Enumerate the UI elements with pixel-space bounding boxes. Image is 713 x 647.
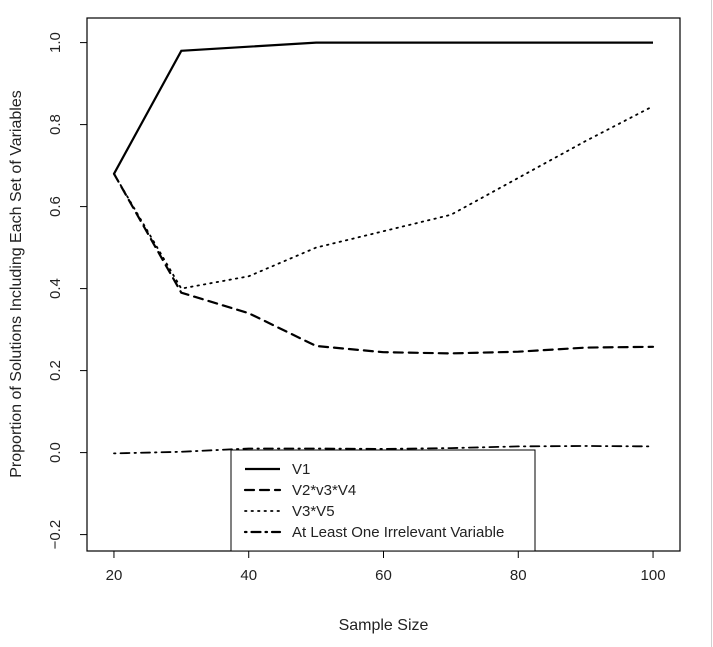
series-line-2 [112, 172, 655, 355]
series-lines [112, 41, 655, 455]
legend: V1 V2*v3*V4 V3*V5 At Least One Irrelevant V… [230, 449, 536, 552]
ticks: 20 40 60 80 100 −0.2 0.0 0.2 0.4 0.6 0.8 1.0 [47, 32, 666, 584]
x-tick-label: 80 [510, 567, 527, 584]
y-tick-label: 0.6 [47, 196, 64, 217]
y-tick-label: −0.2 [47, 520, 64, 550]
x-tick-label: 40 [240, 567, 257, 584]
x-tick-label: 60 [375, 567, 392, 584]
x-tick-label: 100 [641, 567, 666, 584]
legend-box [230, 449, 536, 552]
y-tick-label: 0.8 [47, 114, 64, 135]
series-line-3 [113, 105, 654, 290]
series-line-4 [113, 445, 654, 455]
y-tick-label: 0.4 [47, 278, 64, 299]
legend-label-3: V3*V5 [292, 503, 335, 520]
y-tick-label: 1.0 [47, 32, 64, 53]
y-axis-title: Proportion of Solutions Including Each S… [8, 90, 25, 478]
y-tick-label: 0.0 [47, 442, 64, 463]
legend-label-2: V2*v3*V4 [292, 482, 356, 499]
legend-label-4: At Least One Irrelevant Variable [292, 524, 504, 541]
x-axis-title: Sample Size [339, 617, 429, 634]
series-line-1 [113, 41, 653, 175]
legend-label-1: V1 [292, 461, 310, 478]
y-tick-label: 0.2 [47, 360, 64, 381]
x-tick-label: 20 [106, 567, 123, 584]
